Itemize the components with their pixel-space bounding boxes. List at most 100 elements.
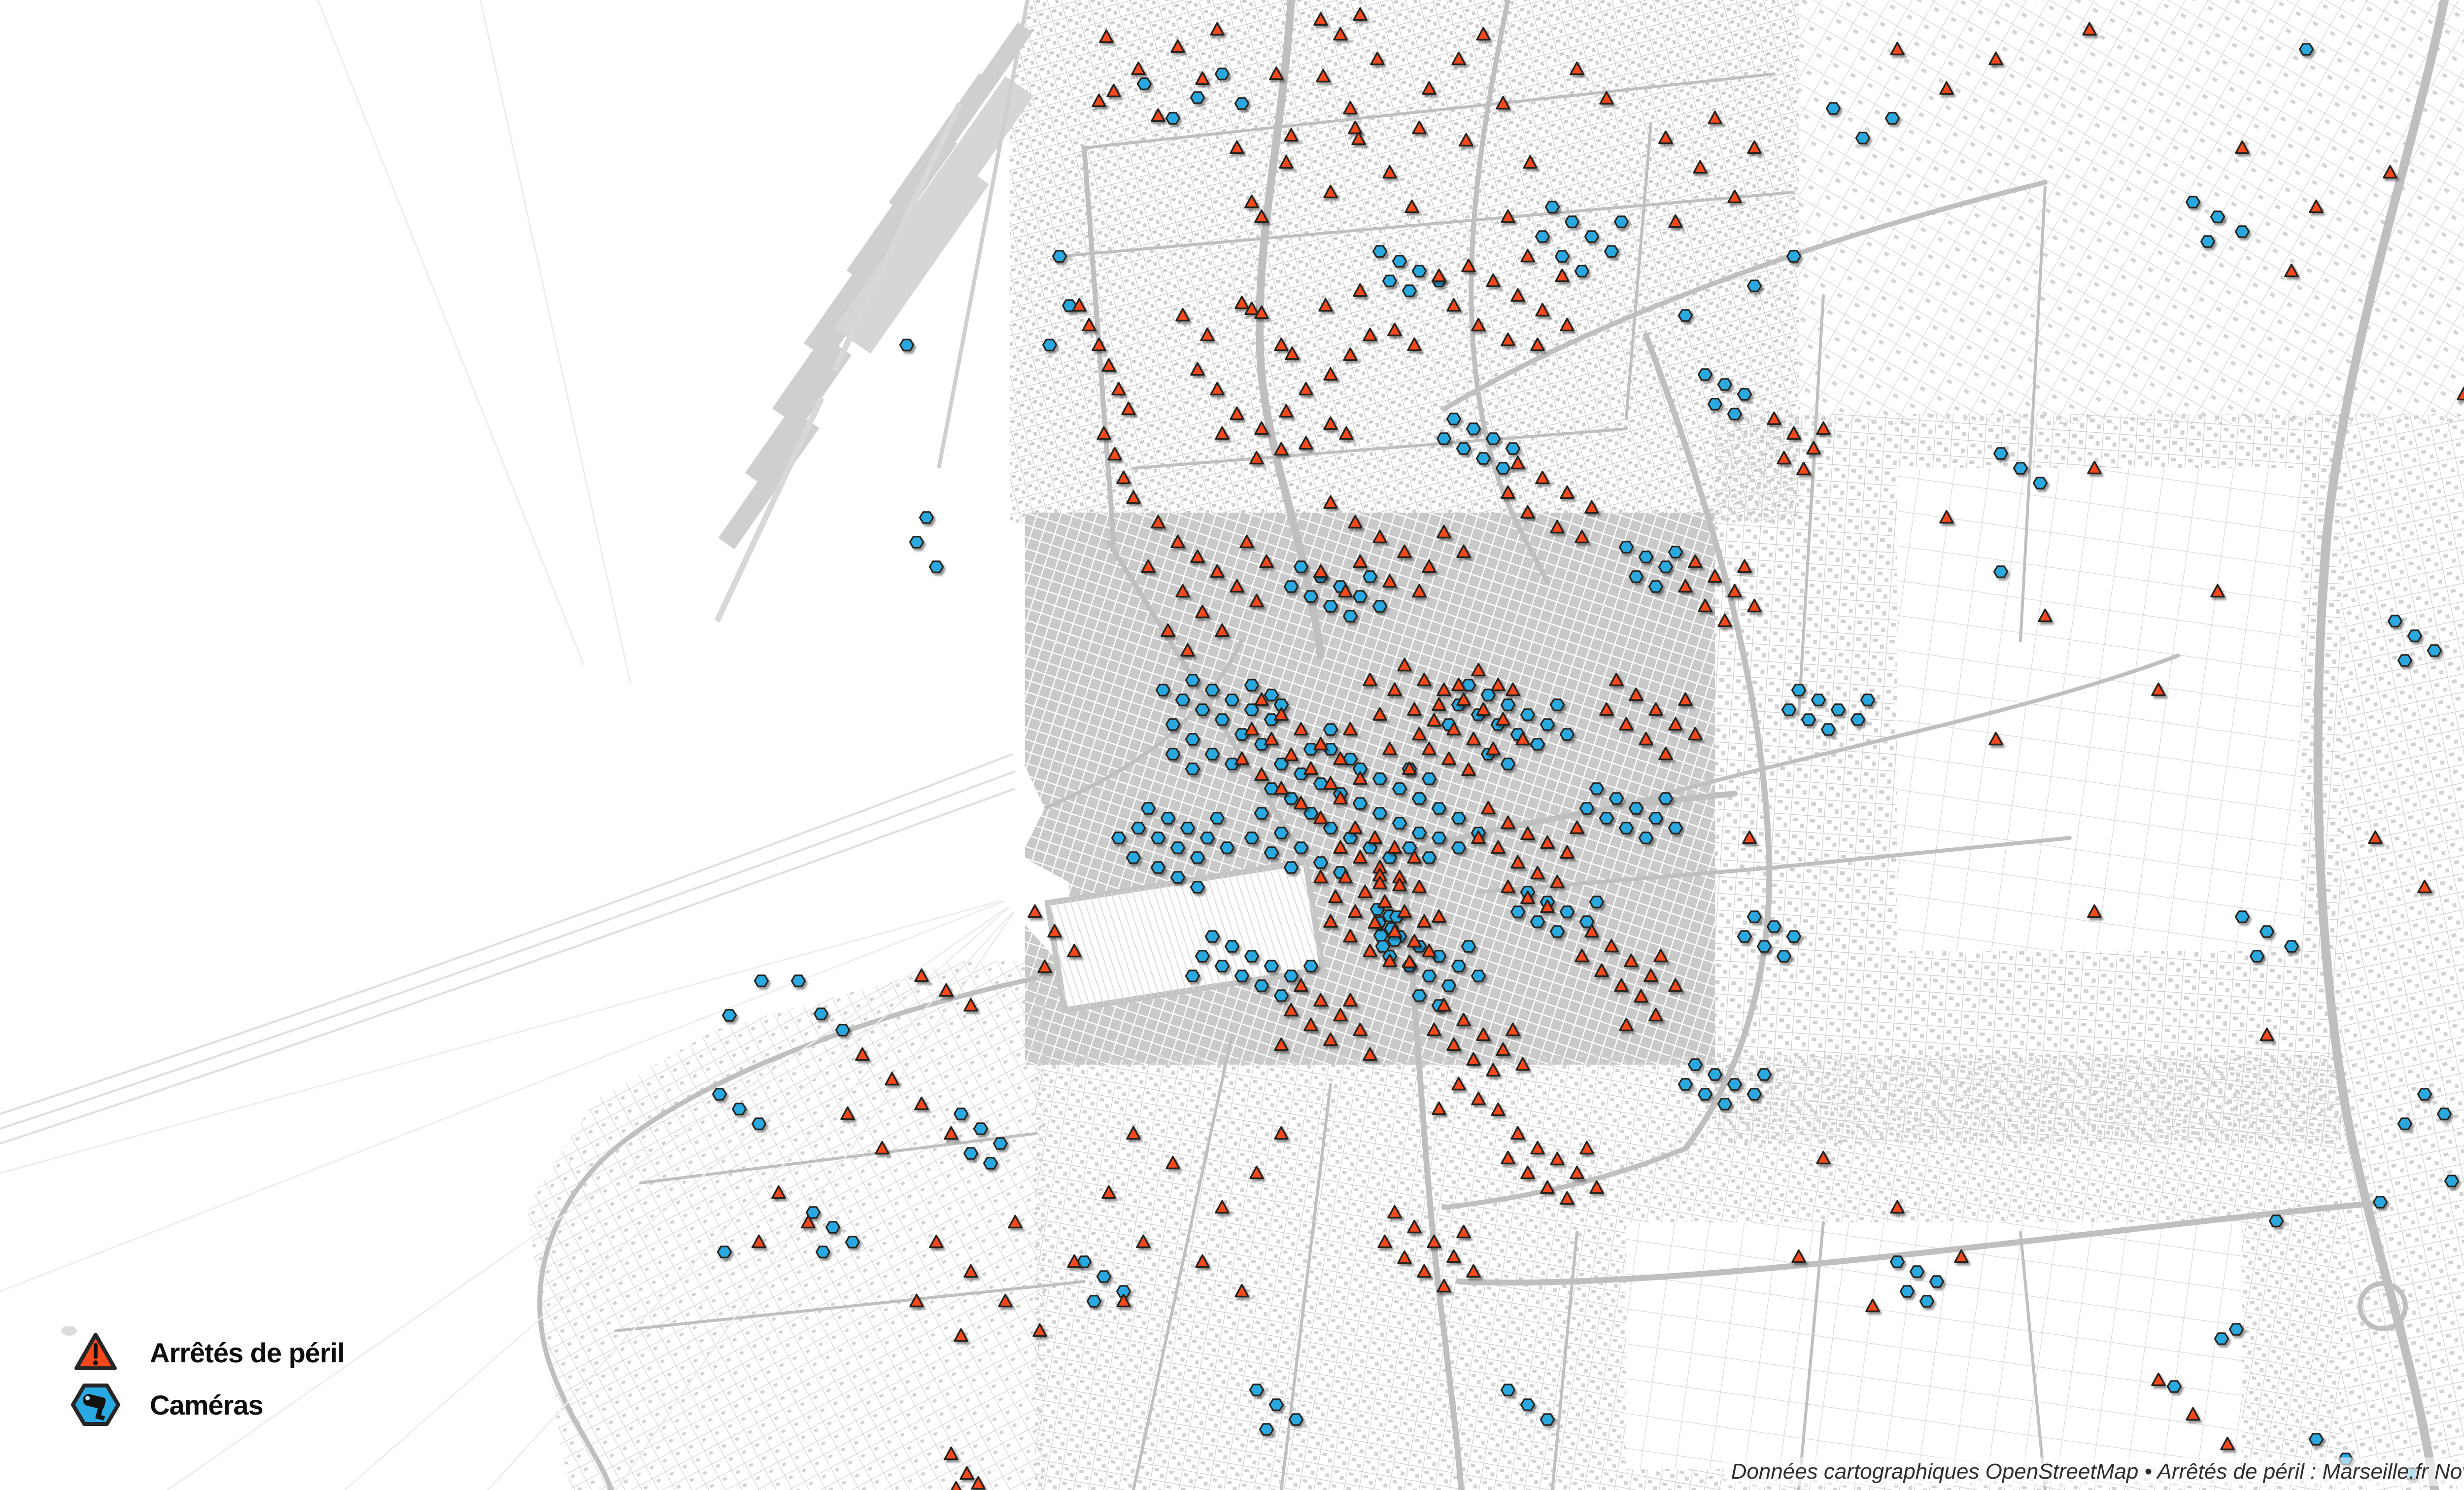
camera-marker[interactable] xyxy=(1884,112,1900,125)
camera-marker[interactable] xyxy=(2200,235,2216,248)
camera-marker[interactable] xyxy=(1411,792,1427,805)
camera-marker[interactable] xyxy=(1372,807,1388,820)
camera-marker[interactable] xyxy=(1313,856,1329,869)
camera-marker[interactable] xyxy=(1342,610,1358,623)
camera-marker[interactable] xyxy=(1520,708,1536,721)
camera-marker[interactable] xyxy=(1042,339,1058,351)
camera-marker[interactable] xyxy=(2249,950,2265,963)
camera-marker[interactable] xyxy=(919,511,934,524)
camera-marker[interactable] xyxy=(1993,447,2009,460)
camera-marker[interactable] xyxy=(1244,832,1260,844)
camera-marker[interactable] xyxy=(1421,851,1437,864)
camera-marker[interactable] xyxy=(1303,590,1319,603)
camera-marker[interactable] xyxy=(1604,245,1619,258)
camera-marker[interactable] xyxy=(1510,905,1526,918)
camera-marker[interactable] xyxy=(2308,1433,2324,1446)
camera-marker[interactable] xyxy=(2234,225,2250,238)
camera-marker[interactable] xyxy=(1549,925,1565,938)
camera-marker[interactable] xyxy=(1786,930,1802,943)
camera-marker[interactable] xyxy=(1170,871,1186,884)
camera-marker[interactable] xyxy=(1096,1270,1112,1283)
camera-marker[interactable] xyxy=(1352,590,1368,603)
camera-marker[interactable] xyxy=(1993,565,2009,578)
camera-marker[interactable] xyxy=(1086,1295,1102,1308)
camera-marker[interactable] xyxy=(1830,703,1846,716)
camera-marker[interactable] xyxy=(1323,723,1338,736)
camera-marker[interactable] xyxy=(1224,940,1240,953)
camera-marker[interactable] xyxy=(1500,1384,1516,1396)
camera-marker[interactable] xyxy=(1899,1285,1915,1298)
camera-marker[interactable] xyxy=(1825,102,1841,115)
camera-marker[interactable] xyxy=(1451,960,1467,972)
camera-marker[interactable] xyxy=(1618,822,1634,834)
camera-marker[interactable] xyxy=(1288,1413,1304,1426)
camera-marker[interactable] xyxy=(1746,279,1762,292)
camera-marker[interactable] xyxy=(1273,827,1289,839)
camera-marker[interactable] xyxy=(1530,915,1545,928)
camera-marker[interactable] xyxy=(1136,77,1152,90)
camera-marker[interactable] xyxy=(1456,442,1472,455)
camera-marker[interactable] xyxy=(1392,255,1407,268)
camera-marker[interactable] xyxy=(1199,832,1215,844)
camera-marker[interactable] xyxy=(1820,723,1836,736)
camera-marker[interactable] xyxy=(1687,1058,1703,1071)
camera-marker[interactable] xyxy=(1259,1423,1274,1436)
camera-marker[interactable] xyxy=(1451,812,1467,825)
camera-marker[interactable] xyxy=(1648,580,1664,593)
camera-marker[interactable] xyxy=(1195,950,1210,963)
camera-marker[interactable] xyxy=(1535,230,1550,243)
camera-marker[interactable] xyxy=(2387,615,2403,627)
camera-marker[interactable] xyxy=(1451,841,1467,854)
camera-marker[interactable] xyxy=(1860,693,1876,706)
camera-marker[interactable] xyxy=(1175,693,1191,706)
camera-marker[interactable] xyxy=(1579,802,1595,815)
camera-marker[interactable] xyxy=(1323,600,1338,613)
camera-marker[interactable] xyxy=(2444,1175,2460,1187)
camera-marker[interactable] xyxy=(2436,1108,2452,1120)
camera-marker[interactable] xyxy=(992,1137,1008,1150)
camera-marker[interactable] xyxy=(1618,541,1634,554)
camera-marker[interactable] xyxy=(1638,832,1654,844)
camera-marker[interactable] xyxy=(1219,841,1235,854)
camera-marker[interactable] xyxy=(1190,881,1205,894)
camera-marker[interactable] xyxy=(1855,132,1871,144)
camera-marker[interactable] xyxy=(1766,920,1782,933)
camera-marker[interactable] xyxy=(1668,546,1683,558)
camera-marker[interactable] xyxy=(1574,265,1590,277)
camera-marker[interactable] xyxy=(1707,1068,1723,1081)
camera-marker[interactable] xyxy=(1185,970,1200,982)
camera-marker[interactable] xyxy=(751,1117,767,1130)
camera-marker[interactable] xyxy=(790,974,806,987)
camera-marker[interactable] xyxy=(1180,822,1196,834)
camera-marker[interactable] xyxy=(2397,1117,2413,1130)
camera-marker[interactable] xyxy=(2185,196,2201,208)
camera-marker[interactable] xyxy=(1540,1413,1555,1426)
camera-marker[interactable] xyxy=(1214,68,1230,80)
camera-marker[interactable] xyxy=(1411,265,1427,277)
camera-marker[interactable] xyxy=(1889,1255,1905,1268)
camera-marker[interactable] xyxy=(1170,841,1186,854)
camera-marker[interactable] xyxy=(813,1007,829,1020)
camera-marker[interactable] xyxy=(1929,1275,1945,1288)
camera-marker[interactable] xyxy=(1293,560,1309,573)
camera-marker[interactable] xyxy=(753,974,769,987)
camera-marker[interactable] xyxy=(1165,718,1181,731)
camera-marker[interactable] xyxy=(1254,807,1269,820)
camera-marker[interactable] xyxy=(1126,851,1141,864)
camera-marker[interactable] xyxy=(1717,378,1733,391)
camera-marker[interactable] xyxy=(1776,950,1792,963)
camera-marker[interactable] xyxy=(2259,925,2275,938)
camera-marker[interactable] xyxy=(1608,792,1624,805)
camera-marker[interactable] xyxy=(2397,654,2413,667)
camera-marker[interactable] xyxy=(1431,832,1447,844)
camera-marker[interactable] xyxy=(1727,1078,1743,1091)
camera-marker[interactable] xyxy=(1549,698,1565,711)
camera-marker[interactable] xyxy=(1190,851,1205,864)
camera-marker[interactable] xyxy=(1392,782,1407,795)
camera-marker[interactable] xyxy=(1244,950,1260,963)
camera-marker[interactable] xyxy=(1372,245,1388,258)
camera-marker[interactable] xyxy=(1584,230,1600,243)
camera-marker[interactable] xyxy=(1268,1398,1284,1411)
camera-marker[interactable] xyxy=(1204,930,1220,943)
camera-marker[interactable] xyxy=(1195,703,1210,716)
